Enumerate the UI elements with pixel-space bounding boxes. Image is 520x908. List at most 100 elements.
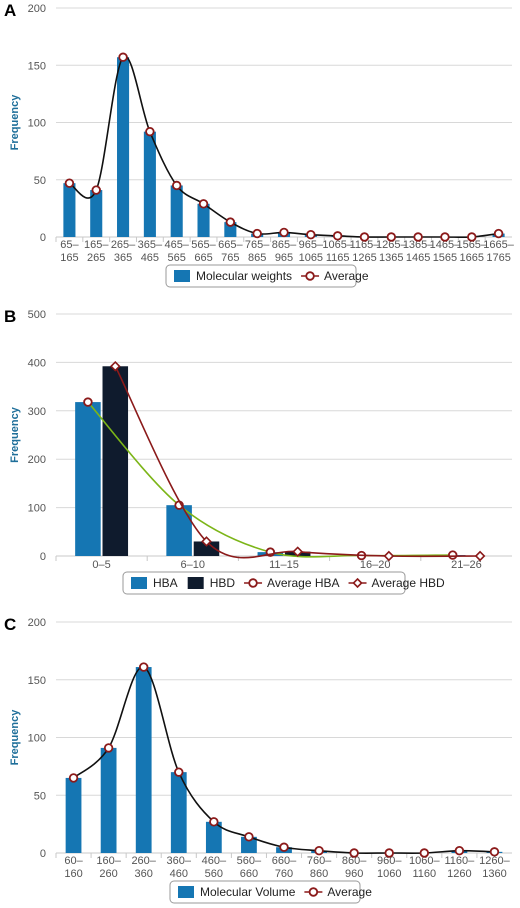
legend: Molecular Volume Average: [169, 880, 372, 904]
x-tick-label: 1565–: [456, 239, 487, 251]
point-marker: [109, 360, 121, 372]
y-tick-label: 0: [40, 551, 46, 563]
bar-molecular-volume: [241, 836, 257, 853]
x-tick-label: 660: [240, 868, 258, 880]
point-marker: [419, 848, 430, 858]
x-tick-label: 360–: [167, 855, 192, 867]
bar-molecular-weights: [90, 190, 103, 237]
bar-hbd: [193, 541, 220, 556]
y-tick-label: 400: [28, 357, 46, 369]
point-marker: [413, 232, 423, 242]
point-marker: [489, 847, 500, 857]
point-marker: [440, 232, 450, 242]
x-tick-label: 165–: [84, 239, 109, 251]
point-marker: [359, 232, 370, 242]
x-tick-label: 265–: [111, 239, 136, 251]
y-tick-label: 200: [28, 617, 46, 629]
x-tick-label: 1665: [460, 252, 484, 264]
point-marker: [244, 832, 254, 842]
y-tick-label: 0: [40, 232, 46, 244]
bar-molecular-weights: [117, 57, 130, 237]
point-marker: [306, 230, 316, 240]
x-tick-label: 460–: [202, 855, 227, 867]
bar-molecular-weights: [170, 185, 183, 237]
x-tick-label: 760: [275, 868, 293, 880]
point-marker: [386, 232, 396, 242]
x-tick-label: 765–: [245, 239, 270, 251]
x-tick-label: 465: [141, 252, 159, 264]
x-tick-label: 1165: [326, 252, 350, 264]
x-tick-label: 560–: [237, 855, 262, 867]
bar-molecular-volume: [170, 772, 187, 853]
point-marker: [448, 550, 458, 560]
x-tick-label: 1465: [406, 252, 430, 264]
point-marker: [103, 743, 114, 753]
y-tick-label: 150: [28, 60, 46, 72]
legend-label: Average: [324, 269, 369, 283]
y-tick-label: 100: [28, 503, 46, 515]
chart-panel-c: C050100150200Frequency60–160160–260260–3…: [4, 615, 512, 904]
point-marker: [493, 228, 504, 239]
legend-item[interactable]: Molecular weights: [174, 269, 292, 283]
legend-label: HBA: [153, 576, 178, 590]
y-tick-label: 200: [28, 454, 46, 466]
x-tick-label: 60–: [64, 855, 83, 867]
legend-label: Average: [327, 885, 372, 899]
x-tick-label: 0–5: [92, 559, 110, 571]
legend-marker: [305, 271, 315, 281]
legend-label: Molecular Volume: [200, 885, 296, 899]
x-tick-label: 1065: [299, 252, 323, 264]
legend-item[interactable]: Average: [301, 269, 369, 283]
x-tick-label: 560: [205, 868, 223, 880]
y-tick-label: 50: [34, 790, 46, 802]
legend-swatch: [174, 270, 190, 282]
point-marker: [332, 231, 343, 241]
legend-item[interactable]: HBA: [131, 576, 178, 590]
x-tick-label: 1160–: [444, 855, 475, 867]
x-tick-label: 965–: [299, 239, 324, 251]
point-marker: [252, 228, 262, 239]
bar-molecular-weights: [197, 203, 210, 237]
x-tick-label: 1060: [377, 868, 401, 880]
point-marker: [83, 397, 93, 407]
x-tick-label: 1365–: [403, 239, 434, 251]
point-marker: [64, 178, 75, 188]
x-tick-label: 365–: [138, 239, 163, 251]
point-marker: [384, 848, 394, 858]
bar-molecular-weights: [143, 131, 156, 237]
x-tick-label: 1165–: [350, 239, 381, 251]
x-tick-label: 860: [310, 868, 328, 880]
legend-item[interactable]: Average: [304, 885, 372, 899]
legend: Molecular weights Average: [165, 264, 369, 288]
point-marker: [474, 550, 486, 562]
point-marker: [145, 126, 155, 137]
legend-swatch: [131, 577, 147, 589]
x-tick-label: 660–: [272, 855, 297, 867]
legend-swatch: [178, 886, 194, 898]
x-tick-label: 1360: [482, 868, 506, 880]
x-tick-label: 365: [114, 252, 132, 264]
legend-label: Average HBD: [372, 576, 445, 590]
x-tick-label: 1065–: [322, 239, 353, 251]
point-marker: [314, 845, 324, 856]
bar-hba: [166, 505, 192, 556]
point-marker: [349, 848, 359, 858]
chart-panel-b: B 0 100 200 300 400 500 Frequency 0–5 6–10 11–15 16…: [4, 307, 512, 595]
legend-marker: [248, 578, 258, 588]
legend-label: HBD: [210, 576, 236, 590]
point-marker: [292, 546, 304, 557]
legend-item[interactable]: Average HBA: [244, 576, 340, 590]
legend-item[interactable]: Molecular Volume: [178, 885, 296, 899]
line-average-hbd: [114, 365, 481, 559]
bar-molecular-volume: [65, 777, 82, 853]
bar-molecular-volume: [205, 821, 222, 853]
y-axis-label: Frequency: [9, 94, 21, 151]
bar-molecular-volume: [100, 747, 117, 853]
legend-item[interactable]: Average HBD: [348, 576, 445, 590]
bar-molecular-weights: [224, 222, 237, 237]
x-tick-label: 1060–: [409, 855, 440, 867]
x-tick-label: 565: [168, 252, 186, 264]
x-tick-label: 960–: [377, 855, 402, 867]
legend-item[interactable]: HBD: [187, 576, 236, 590]
